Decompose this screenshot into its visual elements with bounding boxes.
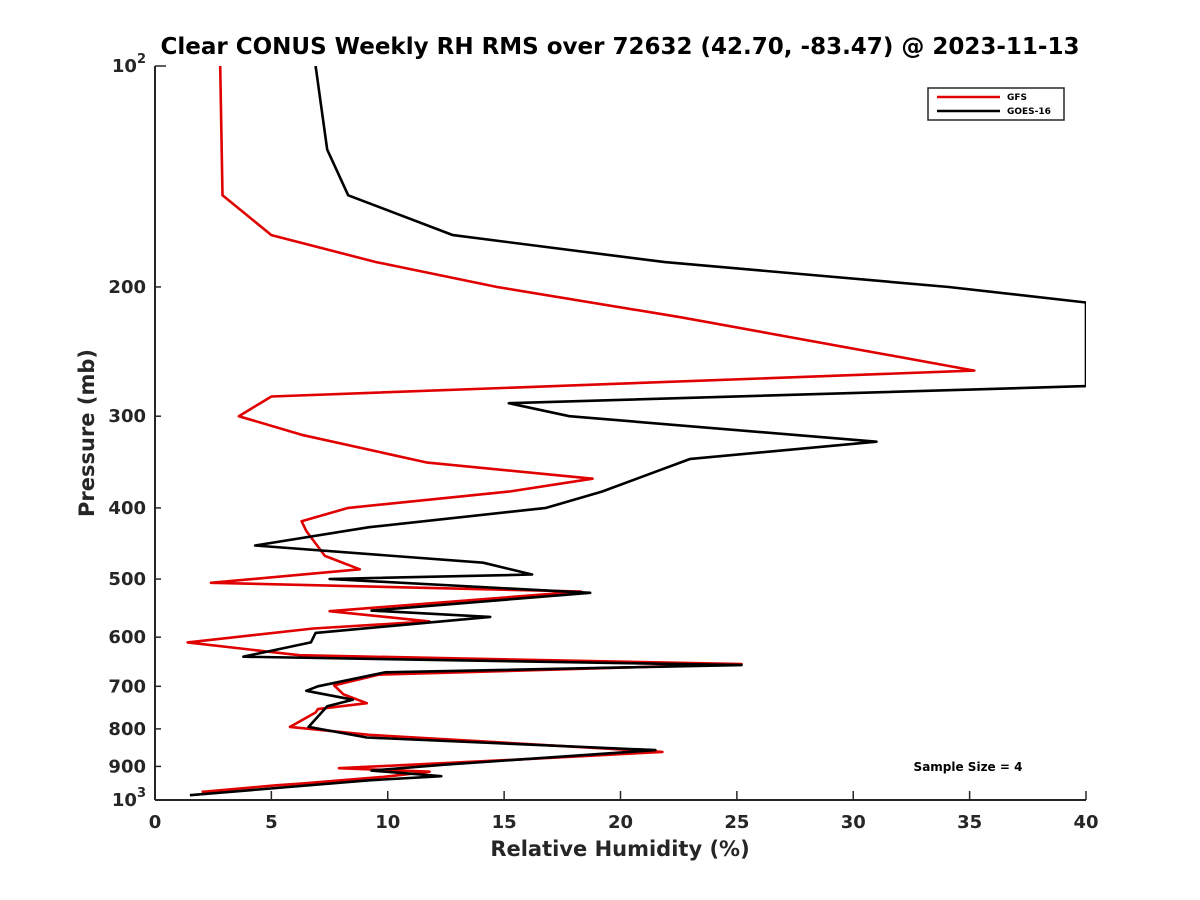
legend-label-gfs: GFS [1007, 93, 1027, 103]
series-line-goes16 [189, 66, 1086, 797]
y-tick-label: 600 [108, 627, 146, 648]
series-layer [186, 66, 1086, 797]
legend-label-goes16: GOES-16 [1007, 107, 1051, 117]
sample-size-annotation: Sample Size = 4 [914, 760, 1023, 774]
y-tick-label: 300 [108, 406, 146, 427]
y-tick-label: 800 [108, 719, 146, 740]
x-tick-label: 15 [492, 812, 517, 833]
legend: GFS GOES-16 [927, 87, 1065, 121]
x-tick-label: 40 [1073, 812, 1098, 833]
x-tick-label: 20 [608, 812, 633, 833]
series-line-gfs [186, 66, 976, 794]
y-tick-label: 200 [108, 277, 146, 298]
x-tick-label: 35 [957, 812, 982, 833]
chart-title: Clear CONUS Weekly RH RMS over 72632 (42… [161, 34, 1080, 60]
y-tick-label: 400 [108, 498, 146, 519]
x-tick-label: 0 [149, 812, 162, 833]
legend-box [927, 87, 1065, 121]
y-tick-label: 500 [108, 569, 146, 590]
y-tick-label: 900 [108, 756, 146, 777]
x-ticks: 0 5 10 15 20 25 30 35 40 [149, 791, 1099, 833]
x-tick-label: 10 [375, 812, 400, 833]
x-axis-label: Relative Humidity (%) [490, 837, 749, 861]
y-axis-label: Pressure (mb) [75, 349, 99, 517]
y-tick-label: 700 [108, 676, 146, 697]
x-tick-label: 5 [265, 812, 278, 833]
x-tick-label: 30 [841, 812, 866, 833]
x-tick-label: 25 [724, 812, 749, 833]
